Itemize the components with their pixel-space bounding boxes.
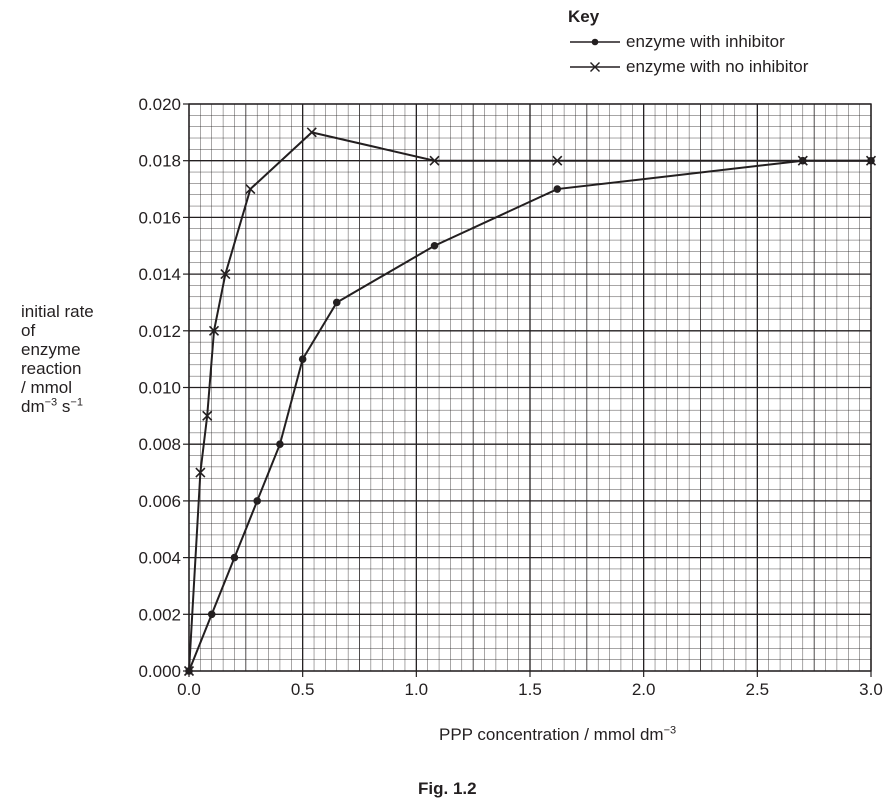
- x-tick-label: 3.0: [859, 680, 883, 699]
- grid: [188, 103, 872, 672]
- legend-title: Key: [568, 7, 600, 26]
- x-tick-label: 2.0: [632, 680, 656, 699]
- data-point: [298, 355, 307, 363]
- data-point: [202, 410, 213, 421]
- data-point: [253, 497, 261, 505]
- x-tick-label: 1.5: [518, 680, 542, 699]
- y-tick-label: 0.002: [138, 605, 181, 624]
- y-axis-label-line: reaction: [21, 359, 82, 378]
- y-axis-label: initial rate of enzyme reaction / mmol d…: [21, 302, 94, 416]
- y-axis-label-line: initial rate: [21, 302, 94, 321]
- data-point: [208, 325, 220, 336]
- legend-item-no-inhibitor: enzyme with no inhibitor: [568, 57, 808, 77]
- legend-item-inhibitor: enzyme with inhibitor: [568, 32, 785, 52]
- data-point: [552, 155, 563, 166]
- data-point: [553, 185, 562, 193]
- data-point: [306, 127, 317, 138]
- y-axis-label-line: dm−3 s−1: [21, 396, 83, 416]
- x-tick-label: 1.0: [405, 680, 429, 699]
- x-tick-label: 2.5: [746, 680, 770, 699]
- data-point: [245, 183, 256, 195]
- data-point: [429, 155, 440, 166]
- series-no-inhibitor: [183, 127, 877, 677]
- data-point: [276, 440, 284, 449]
- y-tick-label: 0.012: [138, 322, 181, 341]
- x-tick-label: 0.5: [291, 680, 315, 699]
- legend-line-cross-icon: [570, 62, 620, 72]
- y-tick-label: 0.000: [138, 662, 181, 681]
- data-point: [865, 155, 877, 166]
- figure-caption: Fig. 1.2: [418, 779, 477, 798]
- data-point: [220, 269, 231, 280]
- data-point: [332, 298, 341, 307]
- y-tick-label: 0.018: [138, 152, 181, 171]
- y-tick-label: 0.016: [138, 208, 181, 227]
- data-point: [195, 467, 206, 478]
- y-tick-label: 0.008: [138, 435, 181, 454]
- data-point: [430, 241, 439, 250]
- legend-line-dot-icon: [570, 38, 620, 46]
- axes: 0.000 0.002 0.004 0.006 0.008 0.010 0.012 0.014…: [138, 95, 882, 699]
- x-tick-label: 0.0: [177, 680, 201, 699]
- series-layer: [183, 127, 877, 677]
- y-tick-label: 0.004: [138, 549, 181, 568]
- data-point: [230, 553, 239, 562]
- y-tick-label: 0.006: [138, 492, 181, 511]
- y-axis-label-line: enzyme: [21, 340, 81, 359]
- y-tick-label: 0.020: [138, 95, 181, 114]
- y-tick-label: 0.010: [138, 379, 181, 398]
- y-axis-label-line: / mmol: [21, 378, 72, 397]
- y-axis-label-line: of: [21, 321, 36, 340]
- data-point: [183, 665, 195, 677]
- x-axis-label: PPP concentration / mmol dm−3: [439, 724, 677, 744]
- data-point: [207, 610, 216, 619]
- data-point: [797, 155, 808, 166]
- legend-label-inhibitor: enzyme with inhibitor: [626, 32, 785, 51]
- y-tick-label: 0.014: [138, 265, 181, 284]
- legend-label-no-inhibitor: enzyme with no inhibitor: [626, 57, 809, 76]
